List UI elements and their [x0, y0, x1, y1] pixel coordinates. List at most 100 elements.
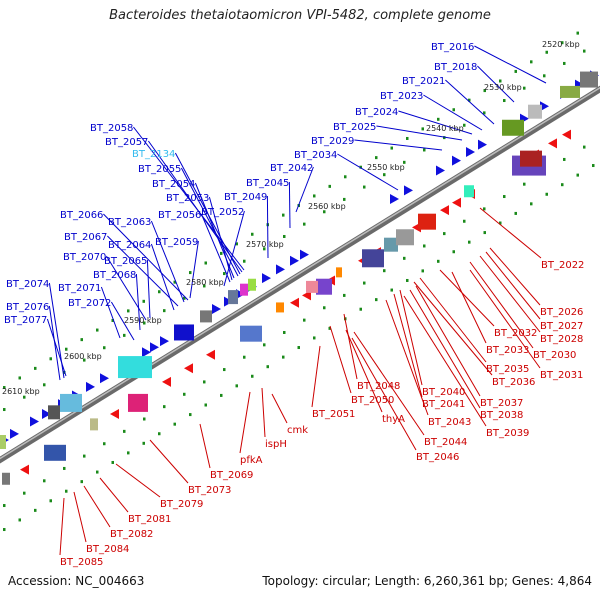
scale-tick-dot [158, 432, 161, 436]
scale-tick-dot [96, 328, 99, 332]
reverse-leader-line [419, 277, 487, 363]
forward-gene-label: BT_2052 [201, 207, 244, 218]
forward-gene-label: BT_2068 [93, 270, 136, 281]
reverse-leader-line [59, 497, 65, 556]
forward-leader-line [474, 45, 547, 84]
scale-tick-dot [359, 165, 362, 169]
forward-gene-block [174, 324, 194, 341]
feature-track-dot [563, 61, 566, 65]
reverse-leader-line [451, 271, 487, 344]
feature-track-dot [383, 173, 386, 177]
scale-tick-dot [530, 202, 533, 206]
scale-tick-dot [111, 460, 114, 464]
scale-tick-dot [173, 422, 176, 426]
feature-track-dot [63, 370, 66, 374]
forward-gene-block [228, 290, 238, 305]
feature-track-dot [203, 380, 206, 384]
reverse-leader-line [479, 207, 542, 259]
scale-tick-dot [545, 50, 548, 54]
reverse-gene-arrow [184, 363, 193, 374]
forward-gene-block [240, 283, 248, 296]
forward-gene-arrow [100, 373, 109, 384]
reverse-gene-label: thyA [382, 414, 405, 425]
scale-tick-dot [375, 156, 378, 160]
reverse-gene-block [2, 472, 10, 485]
feature-track-dot [363, 281, 366, 285]
forward-gene-block [528, 104, 542, 119]
scale-label: 2530 kbp [484, 83, 522, 92]
scale-tick-dot [576, 31, 579, 35]
forward-leader-line [180, 167, 239, 277]
reverse-leader-line [393, 293, 423, 398]
scale-tick-dot [359, 307, 362, 311]
forward-gene-arrow [404, 185, 413, 196]
forward-gene-block [580, 71, 598, 88]
forward-leader-line [354, 139, 443, 151]
forward-gene-label: BT_2074 [6, 279, 49, 290]
reverse-gene-label: BT_2039 [486, 428, 529, 439]
scale-tick-dot [406, 136, 409, 140]
reverse-gene-arrow [290, 297, 299, 308]
reverse-gene-block [464, 185, 474, 198]
reverse-gene-label: BT_2031 [540, 370, 583, 381]
forward-gene-label: BT_2076 [6, 302, 49, 313]
scale-label: 2590 kbp [124, 316, 162, 325]
feature-track-dot [423, 148, 426, 152]
scale-tick-dot [235, 242, 238, 246]
forward-gene-label: BT_2056 [158, 210, 201, 221]
scale-tick-dot [375, 298, 378, 302]
reverse-gene-block [44, 444, 66, 461]
scale-tick-dot [204, 261, 207, 265]
reverse-gene-label: BT_2069 [210, 470, 253, 481]
scale-tick-dot [189, 413, 192, 417]
reverse-gene-label: BT_2085 [60, 557, 103, 568]
scale-tick-dot [142, 441, 145, 445]
genome-summary-text: Topology: circular; Length: 6,260,361 bp… [262, 574, 592, 588]
reverse-leader-line [239, 391, 251, 454]
forward-leader-line [337, 153, 399, 191]
forward-leader-line [208, 196, 233, 281]
scale-tick-dot [499, 221, 502, 225]
reverse-leader-line [489, 247, 541, 306]
reverse-leader-line [329, 325, 352, 394]
scale-tick-dot [282, 355, 285, 359]
forward-gene-block [118, 356, 152, 379]
scale-tick-dot [127, 451, 130, 455]
reverse-gene-block [306, 280, 318, 293]
feature-track-dot [583, 49, 586, 53]
scale-tick-dot [390, 288, 393, 292]
reverse-gene-label: BT_2051 [312, 409, 355, 420]
feature-track-dot [403, 256, 406, 260]
forward-gene-label: BT_2066 [60, 210, 103, 221]
feature-track-dot [243, 355, 246, 359]
reverse-gene-block [362, 249, 384, 268]
scale-tick-dot [514, 211, 517, 215]
reverse-leader-line [271, 393, 288, 424]
forward-gene-arrow [478, 139, 487, 150]
forward-gene-arrow [390, 193, 399, 204]
reverse-gene-label: BT_2038 [480, 410, 523, 421]
scale-tick-dot [468, 240, 471, 244]
forward-leader-line [445, 79, 495, 125]
feature-track-dot [283, 330, 286, 334]
scale-tick-dot [576, 173, 579, 177]
feature-track-dot [143, 321, 146, 325]
scale-label: 2570 kbp [246, 240, 284, 249]
reverse-leader-line [385, 299, 429, 416]
forward-gene-label: BT_2072 [68, 298, 111, 309]
reverse-leader-line [479, 255, 541, 333]
feature-track-dot [463, 123, 466, 127]
forward-gene-label: BT_2054 [152, 179, 195, 190]
scale-tick-dot [235, 384, 238, 388]
feature-track-dot [483, 111, 486, 115]
reverse-gene-label: cmk [287, 425, 308, 436]
scale-tick-dot [328, 184, 331, 188]
forward-gene-block [248, 278, 256, 291]
genome-title: Bacteroides thetaiotaomicron VPI-5482, c… [109, 8, 491, 23]
forward-gene-arrow [142, 347, 151, 358]
scale-tick-dot [390, 146, 393, 150]
reverse-gene-label: BT_2037 [480, 398, 523, 409]
forward-gene-arrow [86, 381, 95, 392]
forward-leader-line [477, 65, 515, 103]
